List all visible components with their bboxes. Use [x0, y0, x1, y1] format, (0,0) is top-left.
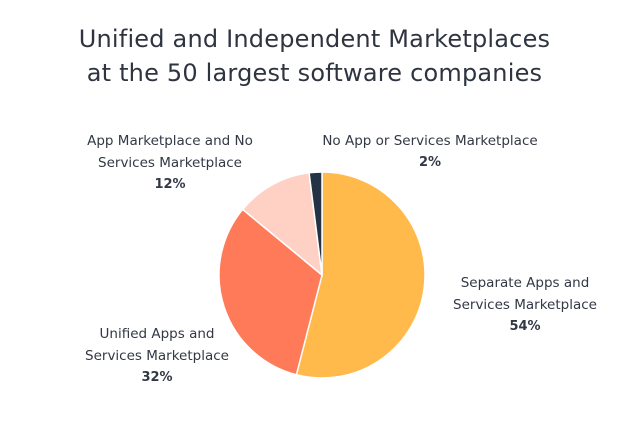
- chart-title-line-2: at the 50 largest software companies: [86, 59, 543, 87]
- slice-percent: 12%: [154, 177, 186, 192]
- slice-label-line: Services Marketplace: [453, 297, 597, 313]
- slice-label-line: Separate Apps and: [460, 275, 590, 291]
- slice-label-line: Services Marketplace: [98, 155, 242, 171]
- slice-label-line: Services Marketplace: [85, 348, 229, 364]
- chart-title: Unified and Independent Marketplaces at …: [0, 22, 629, 90]
- slice-label-line: Unified Apps and: [99, 326, 215, 342]
- slice-percent: 54%: [509, 319, 541, 334]
- pie-slice-unified-apps: [218, 208, 323, 376]
- slice-percent: 2%: [418, 155, 442, 170]
- slice-percent: 32%: [141, 370, 173, 385]
- pie-slice-no-marketplace: [308, 171, 323, 276]
- slice-label-unified-apps: Unified Apps and Services Marketplace 32…: [72, 323, 242, 389]
- slice-label-separate-apps: Separate Apps and Services Marketplace 5…: [435, 272, 615, 338]
- slice-label-no-marketplace: No App or Services Marketplace 2%: [320, 130, 540, 174]
- chart-title-line-1: Unified and Independent Marketplaces: [78, 25, 551, 53]
- slice-label-line: App Marketplace and No: [87, 133, 253, 149]
- slice-label-app-marketplace-no-services: App Marketplace and No Services Marketpl…: [80, 130, 260, 196]
- pie-slice-separate-apps: [295, 171, 426, 379]
- slice-label-line: No App or Services Marketplace: [322, 133, 538, 149]
- pie-slice-app-marketplace-no-services: [241, 171, 323, 277]
